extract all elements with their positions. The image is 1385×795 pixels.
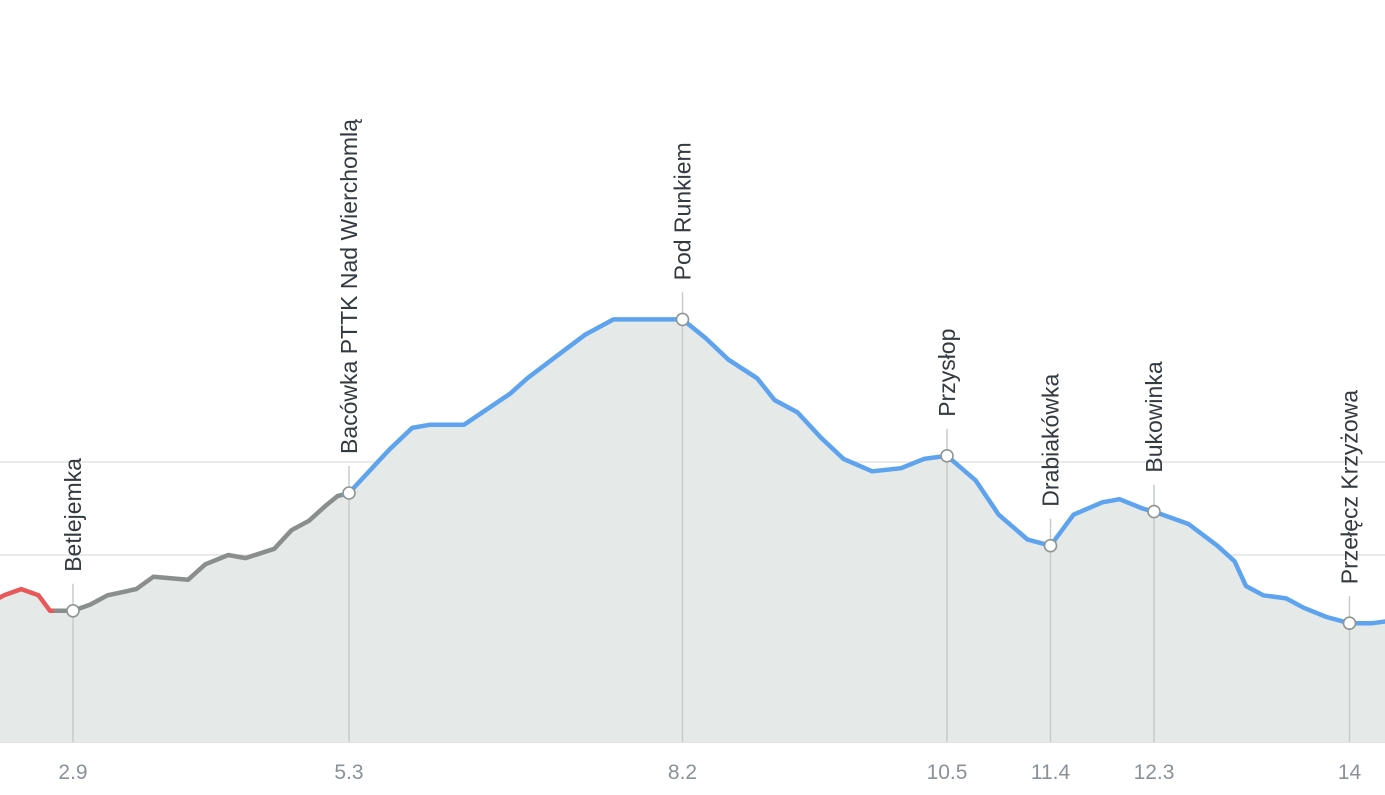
elevation-area xyxy=(0,319,1385,742)
waypoint-label: Przysłop xyxy=(934,329,960,417)
waypoint-label: Betlejemka xyxy=(60,458,86,572)
waypoint-dot[interactable] xyxy=(342,486,356,500)
waypoint-dot[interactable] xyxy=(675,312,690,327)
x-tick-label: 2.9 xyxy=(58,761,87,784)
x-tick-label: 11.4 xyxy=(1031,761,1071,784)
elevation-segment-3 xyxy=(341,317,1385,626)
waypoint-dot[interactable] xyxy=(1147,504,1161,519)
x-tick-label: 10.5 xyxy=(927,761,968,784)
waypoint-dot[interactable] xyxy=(1342,616,1357,631)
waypoint-label: Bacówka PTTK Nad Wierchomlą xyxy=(336,119,362,454)
elevation-lines xyxy=(0,317,1385,626)
x-axis-ticks: 2.9 5.3 8.2 10.5 11.4 12.3 14 xyxy=(58,761,1361,784)
waypoint-labels: Betlejemka Bacówka PTTK Nad Wierchomlą Pod… xyxy=(60,119,1363,584)
x-tick-label: 12.3 xyxy=(1134,761,1175,784)
x-tick-label: 14 xyxy=(1338,761,1362,784)
waypoint-dot[interactable] xyxy=(66,603,80,618)
elevation-segment-2 xyxy=(53,492,346,614)
x-tick-label: 8.2 xyxy=(668,761,697,784)
waypoint-label: Bukowinka xyxy=(1141,361,1167,472)
waypoint-label: Drabiakówka xyxy=(1038,374,1064,507)
waypoint-dot[interactable] xyxy=(1043,538,1058,553)
waypoint-label: Przełęcz Krzyżowa xyxy=(1337,390,1363,584)
waypoint-label: Pod Runkiem xyxy=(670,142,696,280)
waypoint-dots xyxy=(66,312,1357,631)
waypoint-dot[interactable] xyxy=(940,448,954,463)
x-tick-label: 5.3 xyxy=(334,761,363,784)
elevation-segment-1 xyxy=(0,586,59,614)
